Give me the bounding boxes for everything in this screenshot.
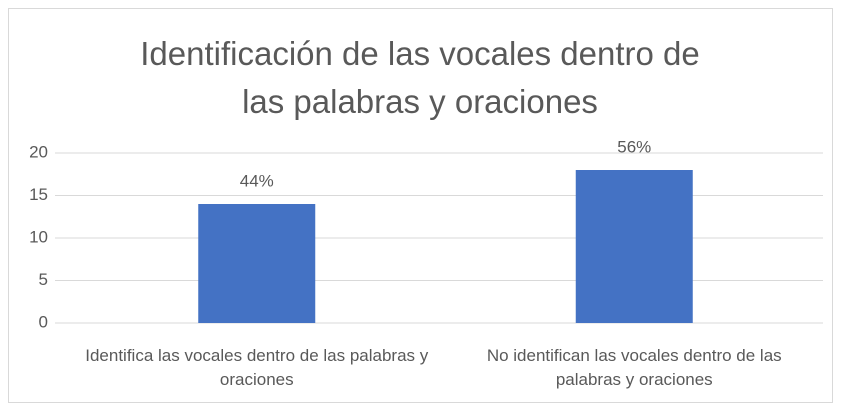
chart-title: Identificación de las vocales dentro de … [140,35,700,120]
y-tick-label: 15 [29,185,48,204]
y-tick-label: 0 [39,312,48,331]
chart-border [8,8,833,403]
x-tick-label: Identifica las vocales dentro de las pal… [85,346,429,389]
bar [575,170,693,323]
y-tick-label: 20 [29,142,48,161]
data-label: 56% [617,137,651,156]
y-tick-label: 10 [29,227,48,246]
y-tick-label: 5 [39,270,48,289]
data-label: 44% [240,171,274,190]
x-tick-label: No identifican las vocales dentro de las… [486,346,782,389]
bar [198,204,316,323]
